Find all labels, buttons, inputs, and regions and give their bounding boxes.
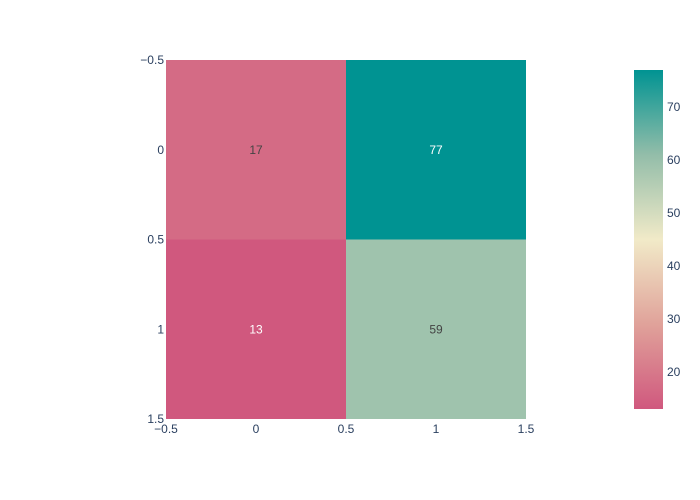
heatmap-cell-1-0: [166, 239, 346, 419]
x-tick-label-3: 1: [433, 422, 440, 436]
colorbar-tick-label-2: 40: [667, 259, 681, 273]
colorbar: 20 30 40 50 60 70: [634, 70, 681, 409]
colorbar-tick-label-1: 30: [667, 312, 681, 326]
heatmap-cell-1-1: [346, 239, 526, 419]
heatmap-cells: [166, 60, 526, 419]
y-tick-label-2: 0.5: [147, 233, 164, 247]
colorbar-gradient: [634, 70, 663, 409]
colorbar-tick-label-4: 60: [667, 153, 681, 167]
colorbar-tick-label-3: 50: [667, 206, 681, 220]
heatmap-cell-0-0: [166, 60, 346, 240]
y-axis: −0.5 0 0.5 1 1.5: [140, 53, 164, 426]
heatmap-cell-0-1: [346, 60, 526, 240]
cell-value-label-1-1: 59: [429, 322, 443, 336]
colorbar-tick-label-5: 70: [667, 100, 681, 114]
y-tick-label-3: 1: [157, 322, 164, 336]
y-tick-label-1: 0: [157, 143, 164, 157]
cell-value-label-0-1: 77: [429, 143, 443, 157]
cell-value-label-0-0: 17: [249, 143, 263, 157]
x-tick-label-1: 0: [253, 422, 260, 436]
y-tick-label-0: −0.5: [140, 53, 164, 67]
x-tick-label-4: 1.5: [518, 422, 535, 436]
colorbar-tick-label-0: 20: [667, 365, 681, 379]
cell-value-label-1-0: 13: [249, 322, 263, 336]
x-tick-label-2: 0.5: [338, 422, 355, 436]
y-tick-label-4: 1.5: [147, 412, 164, 426]
x-tick-label-0: −0.5: [154, 422, 178, 436]
heatmap-cell-labels: 17 77 13 59: [249, 143, 443, 337]
x-axis: −0.5 0 0.5 1 1.5: [154, 422, 535, 436]
